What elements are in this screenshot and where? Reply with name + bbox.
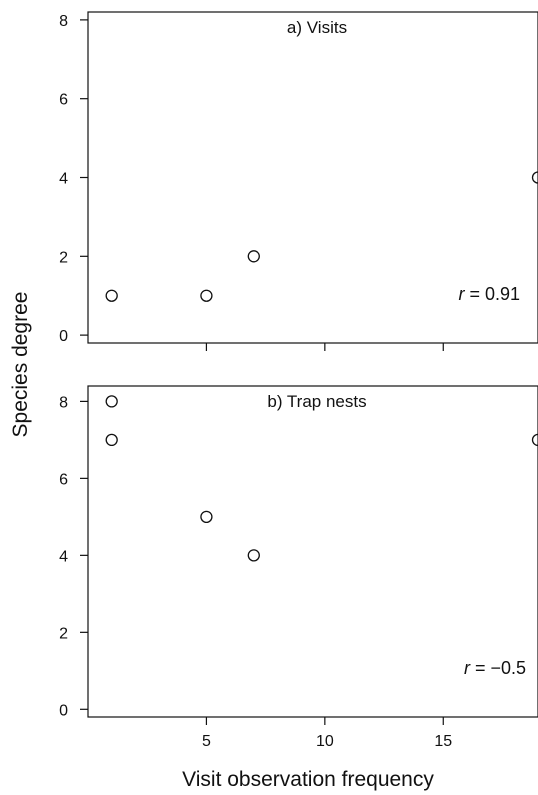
correlation-symbol: r (458, 284, 465, 304)
y-tick-label: 0 (59, 328, 68, 345)
data-point (531, 171, 538, 184)
panel-trap-nests: 0 2 4 6 8 5 10 15 b) Trap nests r = −0.5 (59, 385, 538, 750)
plot-frame (87, 385, 538, 718)
correlation-annotation: r = −0.5 (464, 658, 526, 678)
y-tick-label: 6 (59, 92, 68, 109)
y-tick-label: 8 (59, 13, 68, 30)
correlation-value: = 0.91 (464, 284, 520, 304)
x-axis-label: Visit observation frequency (182, 768, 434, 791)
y-tick-label: 0 (59, 702, 68, 719)
correlation-annotation: r = 0.91 (458, 284, 520, 304)
data-point (531, 433, 538, 447)
y-axis-label: Species degree (9, 292, 32, 438)
data-point (200, 510, 213, 524)
data-point (105, 395, 118, 408)
data-point (247, 549, 260, 562)
data-point (200, 289, 213, 302)
data-point (105, 289, 118, 302)
x-tick-label: 15 (434, 733, 452, 750)
y-tick-label: 6 (59, 471, 68, 488)
correlation-symbol: r (464, 658, 471, 678)
data-point (247, 250, 260, 263)
y-tick-label: 2 (59, 249, 68, 266)
y-tick-label: 4 (59, 171, 68, 188)
y-tick-label: 8 (59, 394, 68, 411)
x-tick-label: 5 (202, 733, 211, 750)
correlation-value: = −0.5 (470, 658, 526, 678)
panel-title: a) Visits (287, 18, 347, 37)
x-tick-label: 10 (316, 733, 334, 750)
panel-title: b) Trap nests (267, 392, 366, 411)
panel-visits: 0 2 4 6 8 a) Visits r = 0.91 (59, 11, 538, 351)
data-point (105, 433, 118, 447)
y-tick-label: 2 (59, 625, 68, 642)
y-tick-label: 4 (59, 548, 68, 565)
